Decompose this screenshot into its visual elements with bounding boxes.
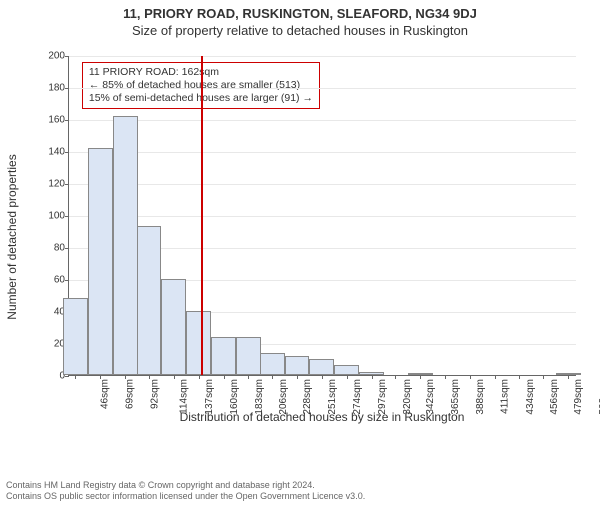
histogram-chart: Number of detached properties 11 PRIORY … — [40, 52, 580, 422]
histogram-bar — [161, 279, 186, 375]
x-tick-mark — [568, 375, 569, 379]
x-tick-mark — [322, 375, 323, 379]
y-tick-label: 200 — [48, 51, 69, 62]
x-tick-mark — [543, 375, 544, 379]
histogram-bar — [88, 148, 113, 375]
grid-line — [69, 152, 576, 153]
y-tick-label: 60 — [54, 275, 69, 286]
x-tick-mark — [420, 375, 421, 379]
histogram-bar — [309, 359, 334, 375]
footer-line-1: Contains HM Land Registry data © Crown c… — [6, 480, 365, 491]
x-tick-mark — [149, 375, 150, 379]
x-tick-mark — [75, 375, 76, 379]
grid-line — [69, 88, 576, 89]
y-tick-label: 180 — [48, 83, 69, 94]
y-tick-label: 160 — [48, 115, 69, 126]
histogram-bar — [334, 365, 359, 375]
histogram-bar — [260, 353, 285, 375]
x-tick-label: 46sqm — [100, 379, 111, 409]
x-tick-mark — [174, 375, 175, 379]
x-tick-mark — [470, 375, 471, 379]
histogram-bar — [137, 226, 162, 375]
histogram-bar — [236, 337, 261, 375]
histogram-bar — [113, 116, 138, 375]
x-tick-mark — [347, 375, 348, 379]
x-tick-label: 114sqm — [178, 379, 189, 414]
grid-line — [69, 120, 576, 121]
reference-line — [201, 56, 203, 375]
plot-area: 11 PRIORY ROAD: 162sqm← 85% of detached … — [68, 56, 576, 376]
y-tick-label: 140 — [48, 147, 69, 158]
x-tick-mark — [272, 375, 273, 379]
footer-line-2: Contains OS public sector information li… — [6, 491, 365, 502]
footer-attribution: Contains HM Land Registry data © Crown c… — [6, 480, 365, 502]
y-axis-label: Number of detached properties — [5, 154, 19, 319]
x-tick-label: 411sqm — [499, 379, 510, 414]
x-axis-label: Distribution of detached houses by size … — [68, 410, 576, 424]
page-subtitle: Size of property relative to detached ho… — [0, 23, 600, 38]
histogram-bar — [63, 298, 88, 375]
x-tick-mark — [125, 375, 126, 379]
grid-line — [69, 56, 576, 57]
x-tick-mark — [297, 375, 298, 379]
x-tick-mark — [395, 375, 396, 379]
x-tick-mark — [372, 375, 373, 379]
x-tick-mark — [199, 375, 200, 379]
x-tick-label: 69sqm — [125, 379, 136, 409]
x-tick-mark — [248, 375, 249, 379]
y-tick-label: 80 — [54, 243, 69, 254]
page-title: 11, PRIORY ROAD, RUSKINGTON, SLEAFORD, N… — [0, 6, 600, 21]
x-tick-label: 92sqm — [150, 379, 161, 409]
x-tick-mark — [445, 375, 446, 379]
y-tick-label: 100 — [48, 211, 69, 222]
histogram-bar — [186, 311, 211, 375]
histogram-bar — [211, 337, 236, 375]
grid-line — [69, 216, 576, 217]
x-tick-mark — [224, 375, 225, 379]
x-tick-mark — [100, 375, 101, 379]
x-tick-mark — [495, 375, 496, 379]
x-tick-mark — [519, 375, 520, 379]
grid-line — [69, 184, 576, 185]
histogram-bar — [285, 356, 310, 375]
y-tick-label: 120 — [48, 179, 69, 190]
